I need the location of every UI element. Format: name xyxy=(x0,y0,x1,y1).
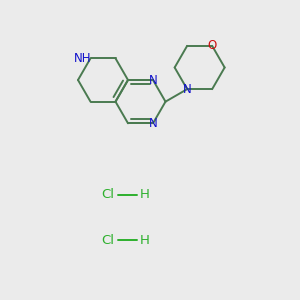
Text: N: N xyxy=(183,82,191,96)
Text: H: H xyxy=(140,188,150,202)
Text: N: N xyxy=(148,117,158,130)
Text: H: H xyxy=(140,233,150,247)
Text: O: O xyxy=(208,39,217,52)
Text: NH: NH xyxy=(74,52,91,65)
Text: Cl: Cl xyxy=(101,233,115,247)
Text: Cl: Cl xyxy=(101,188,115,202)
Text: N: N xyxy=(148,74,158,86)
